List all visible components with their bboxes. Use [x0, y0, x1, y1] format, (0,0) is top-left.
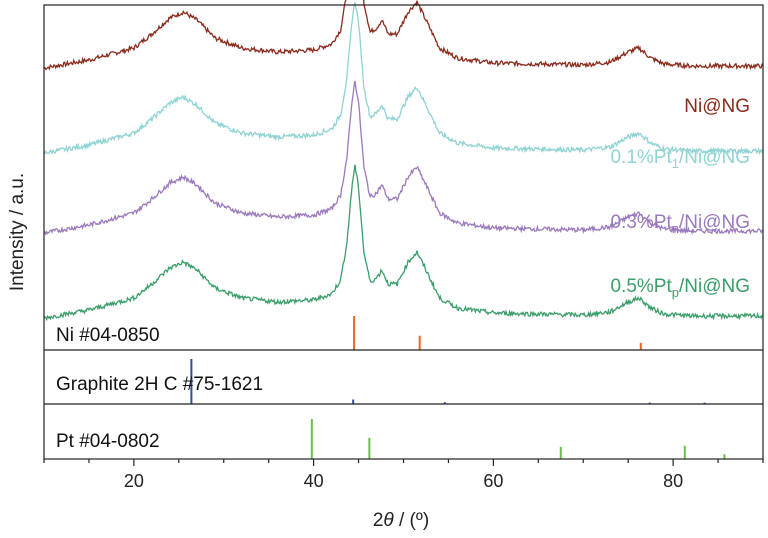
x-tick-label: 60 [483, 471, 503, 491]
y-axis-label: Intensity / a.u. [7, 173, 28, 291]
reference-1: Ni #04-0850 [56, 316, 642, 350]
xrd-trace-2 [43, 2, 764, 156]
series-labels: Ni@NG0.1%Pt1/Ni@NG0.3%Ptn/Ni@NG0.5%Ptp/N… [610, 96, 750, 300]
series-label-text: 0.3%Pt [610, 212, 672, 233]
x-axis-label-part: / (º) [394, 510, 429, 531]
x-axis-label-part: 2 [373, 510, 384, 531]
series-label-subscript: 1 [672, 156, 679, 171]
series-label-text: 0.1%Pt [610, 147, 672, 168]
series-label-text-suffix: /Ni@NG [679, 147, 750, 168]
series-label-3: 0.3%Ptn/Ni@NG [610, 212, 750, 236]
x-tick-label: 20 [124, 471, 144, 491]
series-label-text-suffix: /Ni@NG [679, 276, 750, 297]
x-tick-label: 80 [663, 471, 683, 491]
x-axis-label-part: θ [383, 510, 394, 531]
x-axis-label: 2θ / (º) [373, 510, 429, 531]
xrd-trace-1 [43, 0, 764, 71]
series-label-text-suffix: /Ni@NG [679, 212, 750, 233]
reference-label: Pt #04-0802 [56, 431, 160, 452]
xrd-trace-4 [43, 164, 764, 322]
x-axis-ticks: 20 40 60 80 [43, 459, 764, 491]
series-label-text: Ni@NG [684, 96, 750, 117]
xrd-traces [43, 0, 764, 322]
series-label-subscript: p [672, 285, 679, 300]
x-tick-label: 40 [304, 471, 324, 491]
xrd-trace-3 [43, 80, 764, 236]
reference-label: Ni #04-0850 [56, 325, 160, 346]
reference-3: Pt #04-0802 [56, 419, 726, 459]
reference-label: Graphite 2H C #75-1621 [56, 374, 263, 395]
series-label-text: 0.5%Pt [610, 276, 672, 297]
series-label-subscript: n [672, 221, 679, 236]
series-label-1: Ni@NG [684, 96, 750, 117]
series-label-2: 0.1%Pt1/Ni@NG [610, 147, 750, 171]
series-label-4: 0.5%Ptp/Ni@NG [610, 276, 750, 300]
reference-patterns: Ni #04-0850 Graphite 2H C #75-1621 Pt #04-… [56, 316, 726, 459]
reference-2: Graphite 2H C #75-1621 [56, 359, 706, 404]
